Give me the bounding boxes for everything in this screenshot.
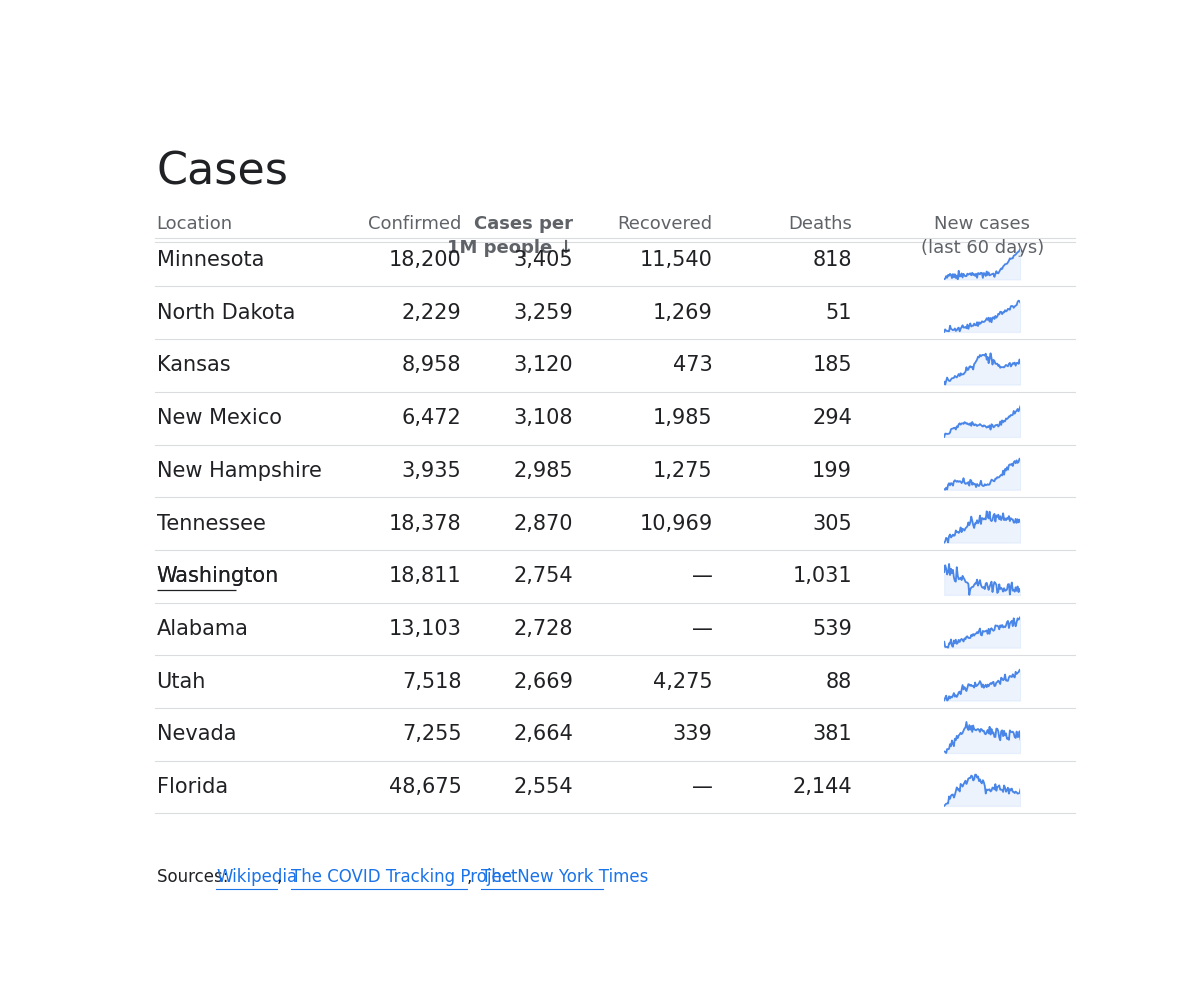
Text: Alabama: Alabama [156, 619, 248, 639]
Text: 818: 818 [812, 250, 852, 271]
Text: 2,728: 2,728 [514, 619, 574, 639]
Text: New Mexico: New Mexico [156, 408, 282, 429]
Text: Minnesota: Minnesota [156, 250, 264, 271]
Text: 381: 381 [812, 724, 852, 744]
Text: 2,144: 2,144 [792, 777, 852, 797]
Text: Confirmed: Confirmed [368, 215, 462, 233]
Text: 199: 199 [812, 461, 852, 481]
Text: 88: 88 [826, 672, 852, 691]
Text: 1,031: 1,031 [792, 566, 852, 586]
Text: 4,275: 4,275 [653, 672, 713, 691]
Text: 1,275: 1,275 [653, 461, 713, 481]
Text: 3,108: 3,108 [514, 408, 574, 429]
Text: Location: Location [156, 215, 233, 233]
Text: Sources:: Sources: [156, 868, 233, 886]
Text: 3,120: 3,120 [514, 355, 574, 375]
Text: Florida: Florida [156, 777, 228, 797]
Text: Kansas: Kansas [156, 355, 230, 375]
Text: Nevada: Nevada [156, 724, 236, 744]
Text: 7,255: 7,255 [402, 724, 462, 744]
Text: Cases per
1M people ↓: Cases per 1M people ↓ [446, 215, 574, 257]
Text: 2,554: 2,554 [514, 777, 574, 797]
Text: North Dakota: North Dakota [156, 303, 295, 323]
Text: Tennessee: Tennessee [156, 513, 265, 533]
Text: —: — [691, 566, 713, 586]
Text: 13,103: 13,103 [389, 619, 462, 639]
Text: 339: 339 [673, 724, 713, 744]
Text: 51: 51 [826, 303, 852, 323]
Text: Wikipedia: Wikipedia [216, 868, 298, 886]
Text: 539: 539 [812, 619, 852, 639]
Text: 1,269: 1,269 [653, 303, 713, 323]
Text: Recovered: Recovered [618, 215, 713, 233]
Text: 2,870: 2,870 [514, 513, 574, 533]
Text: 1,985: 1,985 [653, 408, 713, 429]
Text: Utah: Utah [156, 672, 206, 691]
Text: 305: 305 [812, 513, 852, 533]
Text: New Hampshire: New Hampshire [156, 461, 322, 481]
Text: 3,259: 3,259 [514, 303, 574, 323]
Text: 294: 294 [812, 408, 852, 429]
Text: 2,754: 2,754 [514, 566, 574, 586]
Text: 2,985: 2,985 [514, 461, 574, 481]
Text: 18,811: 18,811 [389, 566, 462, 586]
Text: 6,472: 6,472 [402, 408, 462, 429]
Text: —: — [691, 777, 713, 797]
Text: Cases: Cases [156, 150, 288, 193]
Text: 473: 473 [673, 355, 713, 375]
Text: 2,669: 2,669 [514, 672, 574, 691]
Text: 3,405: 3,405 [514, 250, 574, 271]
Text: 3,935: 3,935 [402, 461, 462, 481]
Text: ,: , [277, 868, 288, 886]
Text: 7,518: 7,518 [402, 672, 462, 691]
Text: 8,958: 8,958 [402, 355, 462, 375]
Text: 185: 185 [812, 355, 852, 375]
Text: Washington: Washington [156, 566, 278, 586]
Text: 2,229: 2,229 [402, 303, 462, 323]
Text: The New York Times: The New York Times [481, 868, 648, 886]
Text: ,: , [467, 868, 478, 886]
Text: 2,664: 2,664 [514, 724, 574, 744]
Text: 18,378: 18,378 [389, 513, 462, 533]
Text: Deaths: Deaths [788, 215, 852, 233]
Text: Washington: Washington [156, 566, 278, 586]
Text: The COVID Tracking Project: The COVID Tracking Project [290, 868, 517, 886]
Text: —: — [691, 619, 713, 639]
Text: 11,540: 11,540 [640, 250, 713, 271]
Text: 48,675: 48,675 [389, 777, 462, 797]
Text: 18,200: 18,200 [389, 250, 462, 271]
Text: New cases
(last 60 days): New cases (last 60 days) [920, 215, 1044, 257]
Text: 10,969: 10,969 [640, 513, 713, 533]
